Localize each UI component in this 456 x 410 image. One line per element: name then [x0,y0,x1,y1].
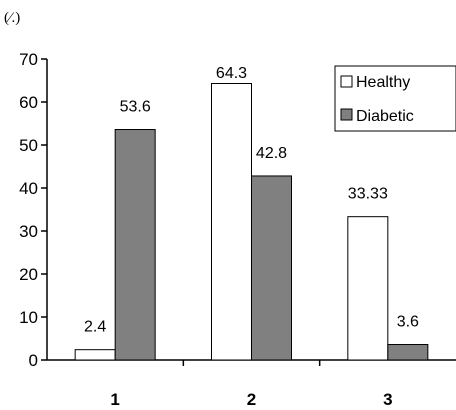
y-unit-label: (⁄.) [4,10,20,26]
y-tick-label: 0 [29,351,38,370]
data-label: 33.33 [348,186,388,203]
bar-healthy [74,349,116,361]
x-tick-label: 2 [247,390,256,409]
bar-diabetic [251,175,292,361]
bar-healthy [211,83,252,361]
legend-label-healthy: Healthy [356,74,410,91]
legend: Healthy Diabetic [334,65,456,132]
bar-diabetic [114,129,156,361]
value-labels: 2.4 53.6 64.3 42.8 33.33 3.6 [84,65,419,336]
y-tick-label: 70 [19,50,38,69]
bar-diabetic [387,344,429,361]
legend-label-diabetic: Diabetic [356,108,414,125]
y-tick-label: 10 [19,308,38,327]
y-tick-label: 60 [19,93,38,112]
legend-swatch-healthy [340,75,353,88]
legend-box [334,65,456,132]
bar-healthy [347,216,389,361]
data-label: 2.4 [84,319,106,336]
bars [74,83,429,361]
legend-swatch-diabetic [340,108,353,121]
data-label: 53.6 [120,99,151,116]
x-tick-label: 3 [383,390,392,409]
y-tick-label: 40 [19,179,38,198]
y-tick-label: 50 [19,136,38,155]
axes: 0 10 20 30 40 50 60 70 1 2 3 [19,50,456,409]
x-tick-label: 1 [110,390,119,409]
y-tick-label: 20 [19,265,38,284]
y-tick-label: 30 [19,222,38,241]
data-label: 42.8 [256,145,287,162]
data-label: 3.6 [397,314,419,331]
data-label: 64.3 [216,65,247,82]
